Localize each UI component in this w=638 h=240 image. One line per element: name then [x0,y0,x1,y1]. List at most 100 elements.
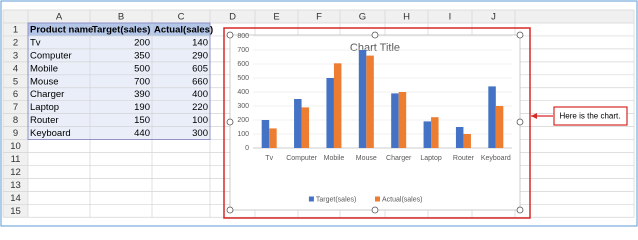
y-tick-label: 0 [245,145,249,152]
bar [488,86,496,148]
table-cell: 140 [192,37,208,48]
row-number: 9 [13,128,18,139]
y-tick-label: 500 [237,75,249,82]
y-tick-label: 400 [237,89,249,96]
legend-label: Actual(sales) [382,196,422,203]
row-number: 4 [13,63,18,74]
y-tick-label: 800 [237,33,249,40]
resize-handle[interactable] [226,206,234,214]
column-header: C [178,12,185,23]
column-header: F [316,12,322,23]
table-cell: Mouse [30,76,59,87]
y-tick-label: 100 [237,131,249,138]
callout: Here is the chart. [531,106,628,126]
x-tick-label: Charger [386,155,412,162]
bar [391,93,399,148]
arrow-head [531,113,537,119]
row-number: 5 [13,76,18,87]
row-number: 12 [10,167,21,178]
bar [455,127,464,148]
row-number: 14 [10,193,21,204]
legend-swatch [308,196,314,202]
table-cell: Tv [30,37,41,48]
bar [495,106,504,148]
row-number: 15 [10,206,21,217]
row-number: 10 [10,141,21,152]
y-tick-label: 300 [237,103,249,110]
row-number: 2 [13,37,18,48]
table-cell: 300 [192,128,208,139]
table-cell: Mobile [30,63,58,74]
bar [269,128,277,148]
table-cell: 100 [192,115,208,126]
table-header-cell: Actual(sales) [154,24,213,35]
table-header-cell: Product name [30,24,93,35]
table-header-fill [28,23,210,36]
table-border [27,22,211,140]
x-tick-label: Mobile [324,155,345,162]
column-header: G [359,12,366,23]
table-cell: 350 [134,50,150,61]
resize-handle[interactable] [516,206,524,214]
legend-label: Target(sales) [316,196,356,203]
resize-handle[interactable] [371,31,379,39]
table-header-cell: Target(sales) [92,24,150,35]
column-header: J [491,12,496,23]
table-cell: Laptop [30,102,59,113]
y-tick-label: 700 [237,47,249,54]
bar [294,99,302,148]
table-cell: 440 [134,128,150,139]
table-cell: 605 [192,63,208,74]
table-cell: 220 [192,102,208,113]
row-number: 13 [10,180,21,191]
table-cell: Computer [30,50,72,61]
column-header: H [403,12,410,23]
resize-handle[interactable] [226,118,234,126]
bar [366,55,374,148]
table-cell: 660 [192,76,208,87]
column-header-bar [3,10,634,23]
y-tick-label: 600 [237,61,249,68]
table-cell: 150 [134,115,150,126]
chart-area[interactable] [229,34,521,211]
x-tick-label: Keyboard [481,155,511,162]
table-cell: 200 [134,37,150,48]
chart-title: Chart Title [350,42,400,54]
bar [431,117,439,148]
row-number: 11 [11,154,21,165]
table-cell: 500 [134,63,150,74]
x-tick-label: Router [453,155,475,162]
x-tick-label: Tv [265,155,273,162]
column-header: D [229,12,236,23]
bar [326,78,334,148]
row-number: 3 [13,50,18,61]
x-tick-label: Laptop [420,155,442,162]
resize-handle[interactable] [226,31,234,39]
bar [301,107,310,148]
callout-box [553,106,628,126]
chart-highlight [223,27,531,219]
row-number: 8 [13,115,18,126]
bar [358,50,367,148]
bar [463,134,471,148]
bar [333,63,342,148]
row-number: 1 [13,24,18,35]
resize-handle[interactable] [371,206,379,214]
callout-text: Here is the chart. [560,112,621,121]
row-number: 6 [13,89,18,100]
column-header: A [56,12,63,23]
bar [423,121,432,148]
table-cell: 190 [134,102,150,113]
x-tick-label: Mouse [356,155,377,162]
chart[interactable]: Chart Title 0 100 200 300 400 500 600 700 800 Tv C… [223,27,531,219]
table-cell: 290 [192,50,208,61]
table-cell: 390 [134,89,150,100]
legend-swatch [375,196,380,202]
table-cell: Charger [30,89,64,100]
row-number: 7 [13,102,18,113]
resize-handle[interactable] [516,118,524,126]
resize-handle[interactable] [516,31,524,39]
column-header: I [449,12,452,23]
y-tick-label: 200 [237,117,249,124]
